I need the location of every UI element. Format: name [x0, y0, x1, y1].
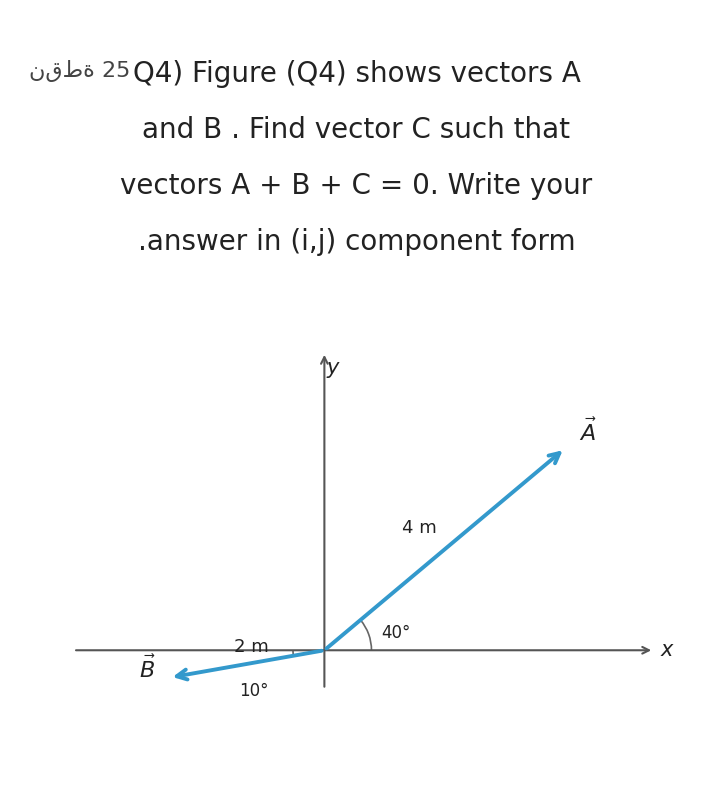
Text: and B . Find vector C such that: and B . Find vector C such that [143, 116, 570, 144]
Text: .answer in (i,j) component form: .answer in (i,j) component form [138, 228, 575, 256]
Text: 2 m: 2 m [234, 638, 268, 656]
Text: $y$: $y$ [327, 360, 342, 380]
Text: نقطة 25: نقطة 25 [29, 60, 130, 82]
Text: Q4) Figure (Q4) shows vectors A: Q4) Figure (Q4) shows vectors A [133, 60, 580, 88]
Text: 10°: 10° [239, 682, 269, 700]
Text: 40°: 40° [381, 624, 410, 642]
Text: vectors A + B + C = 0. Write your: vectors A + B + C = 0. Write your [120, 172, 593, 200]
Text: $x$: $x$ [660, 640, 675, 660]
Text: 4 m: 4 m [401, 519, 436, 538]
Text: $\vec{B}$: $\vec{B}$ [139, 654, 155, 682]
Text: $\vec{A}$: $\vec{A}$ [579, 418, 597, 445]
